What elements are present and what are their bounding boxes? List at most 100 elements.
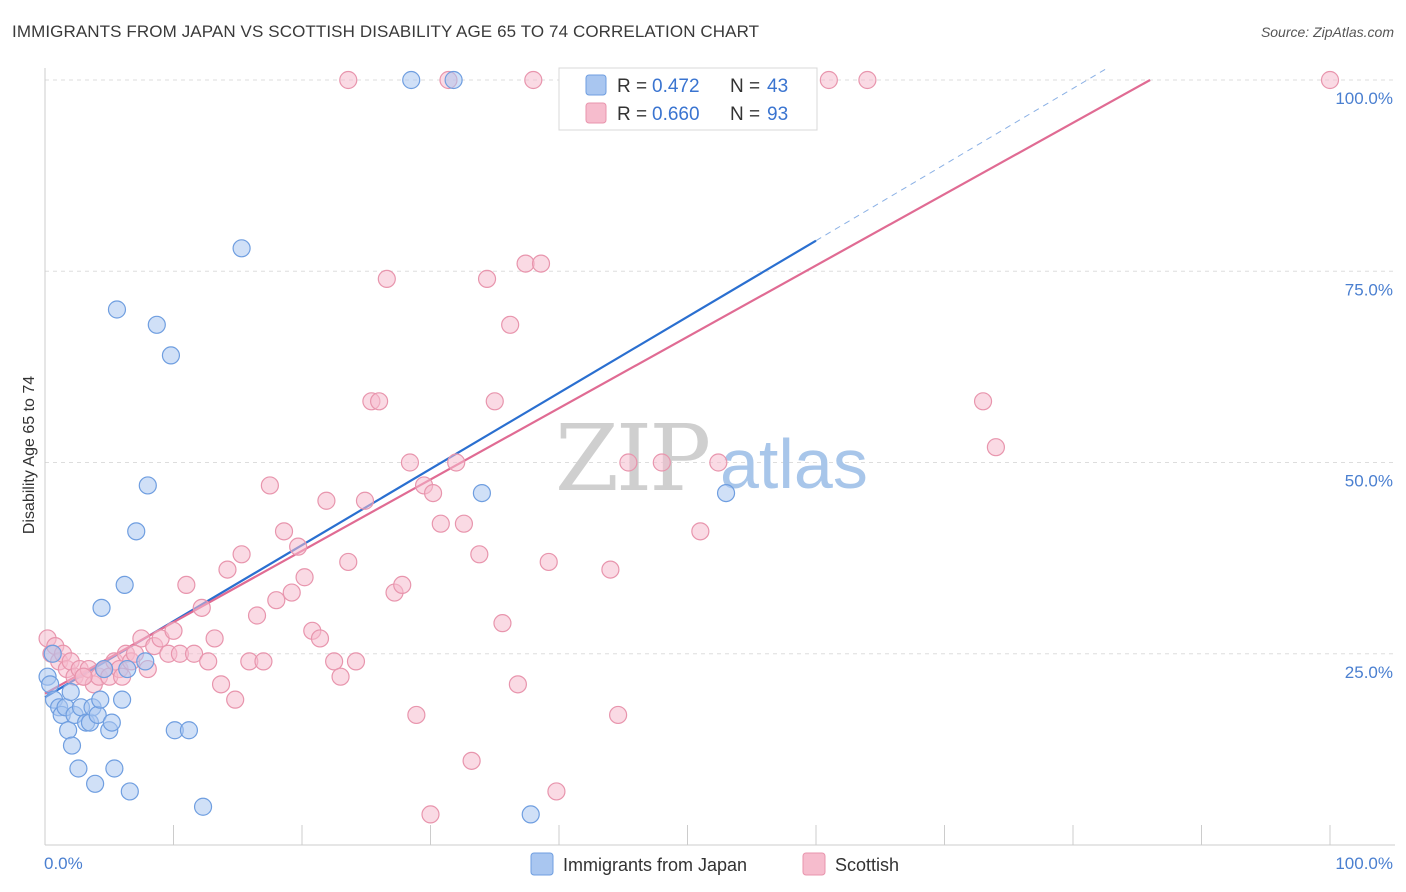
- point-scottish: [370, 392, 389, 411]
- bottom-legend-swatch-japan: [530, 852, 554, 876]
- point-scottish: [247, 606, 267, 625]
- point-scottish: [192, 598, 211, 617]
- axes: [44, 68, 1395, 846]
- series-legend: Immigrants from Japan Scottish: [530, 852, 899, 876]
- point-scottish: [547, 782, 566, 801]
- point-scottish: [400, 453, 420, 472]
- source-label: Source: ZipAtlas.com: [1260, 24, 1394, 40]
- point-scottish: [226, 690, 245, 709]
- point-scottish: [295, 568, 314, 587]
- point-japan: [105, 759, 124, 778]
- legend-swatch-japan: [585, 74, 607, 96]
- y-tick-label: 75.0%: [1345, 280, 1393, 299]
- legend-n-value-scottish: 93: [767, 104, 788, 125]
- bottom-legend-swatch-scottish: [802, 852, 826, 876]
- watermark: ZIP atlas: [555, 405, 868, 512]
- point-scottish: [431, 514, 450, 533]
- trend-extension-japan: [815, 68, 1106, 242]
- point-scottish: [407, 705, 426, 725]
- y-tick-labels: 25.0% 50.0% 75.0% 100.0%: [1335, 89, 1393, 682]
- point-scottish: [531, 254, 551, 273]
- point-scottish: [177, 575, 196, 595]
- point-scottish: [74, 667, 93, 686]
- point-scottish: [377, 269, 396, 288]
- point-japan: [521, 805, 540, 824]
- point-japan: [102, 713, 121, 732]
- legend-n-label-scottish: N =: [730, 104, 760, 125]
- bottom-legend-label-japan: Immigrants from Japan: [563, 855, 747, 875]
- point-scottish: [709, 453, 728, 472]
- x-tick-label-max: 100.0%: [1335, 854, 1393, 873]
- x-tick-label-min: 0.0%: [44, 854, 83, 873]
- bottom-legend-label-scottish: Scottish: [835, 855, 899, 875]
- legend-n-label-japan: N =: [730, 76, 760, 97]
- point-scottish: [346, 652, 366, 671]
- point-scottish: [516, 254, 535, 273]
- point-japan: [472, 484, 491, 503]
- legend-r-label-scottish: R =: [617, 104, 647, 125]
- point-japan: [61, 682, 80, 702]
- point-scottish: [973, 392, 993, 411]
- data-points: [38, 70, 1340, 824]
- point-scottish: [282, 583, 301, 602]
- point-scottish: [691, 522, 710, 541]
- point-scottish: [986, 438, 1006, 457]
- point-japan: [92, 598, 111, 617]
- point-japan: [138, 476, 157, 495]
- legend-swatch-scottish: [585, 102, 607, 124]
- point-japan: [136, 652, 155, 671]
- point-scottish: [184, 644, 204, 663]
- point-scottish: [858, 70, 877, 90]
- point-scottish: [164, 621, 183, 640]
- point-scottish: [477, 269, 497, 288]
- legend-r-label-japan: R =: [617, 76, 647, 97]
- point-scottish: [423, 484, 443, 503]
- point-japan: [43, 644, 62, 663]
- point-scottish: [267, 591, 286, 610]
- y-tick-label: 25.0%: [1345, 663, 1393, 682]
- y-tick-label: 50.0%: [1345, 472, 1393, 491]
- point-japan: [95, 659, 114, 679]
- point-scottish: [493, 614, 512, 633]
- point-scottish: [199, 652, 218, 671]
- legend-n-value-japan: 43: [767, 76, 788, 97]
- point-japan: [444, 70, 463, 90]
- point-japan: [402, 70, 421, 90]
- point-scottish: [1320, 70, 1340, 90]
- point-japan: [91, 690, 110, 709]
- point-scottish: [619, 453, 638, 472]
- point-japan: [147, 315, 166, 334]
- x-tick-labels: 0.0% 100.0%: [44, 854, 1393, 873]
- point-scottish: [260, 476, 279, 495]
- point-scottish: [508, 675, 527, 694]
- point-scottish: [211, 675, 231, 694]
- point-scottish: [232, 545, 251, 564]
- point-japan: [115, 575, 134, 595]
- point-scottish: [819, 70, 838, 90]
- legend-r-value-scottish: 0.660: [652, 104, 700, 125]
- point-japan: [120, 782, 139, 801]
- grid-lines: [45, 79, 1395, 655]
- point-scottish: [289, 537, 308, 556]
- point-scottish: [310, 629, 330, 648]
- point-japan: [86, 774, 105, 793]
- point-scottish: [205, 629, 224, 648]
- trend-line-scottish: [44, 79, 1151, 695]
- point-scottish: [218, 560, 237, 579]
- point-japan: [193, 797, 213, 816]
- point-scottish: [501, 315, 520, 334]
- point-japan: [69, 759, 88, 778]
- point-scottish: [339, 552, 358, 572]
- point-japan: [127, 522, 146, 541]
- point-scottish: [447, 453, 466, 472]
- point-scottish: [355, 491, 375, 510]
- point-japan: [716, 484, 736, 503]
- point-scottish: [485, 392, 504, 411]
- point-japan: [59, 721, 78, 740]
- point-japan: [232, 239, 251, 258]
- point-scottish: [274, 522, 294, 541]
- point-scottish: [470, 545, 489, 564]
- point-scottish: [462, 751, 481, 770]
- watermark-atlas: atlas: [720, 425, 868, 503]
